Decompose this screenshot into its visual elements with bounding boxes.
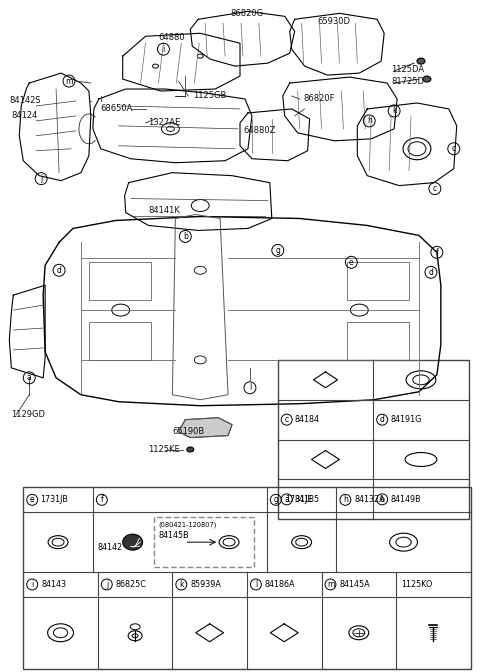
Text: 86825C: 86825C (116, 580, 146, 589)
Bar (89, 322, 151, 360)
Text: 84149B: 84149B (390, 495, 421, 504)
Text: j: j (40, 174, 42, 183)
Text: d: d (380, 415, 384, 424)
Text: h: h (343, 495, 348, 504)
Bar (348, 262, 409, 300)
Text: g: g (273, 495, 278, 504)
Text: 84132A: 84132A (354, 495, 385, 504)
Text: 84186A: 84186A (265, 580, 295, 589)
Text: f: f (435, 248, 438, 257)
Text: 65190B: 65190B (172, 427, 204, 436)
Text: (080421-120807): (080421-120807) (158, 522, 217, 528)
Text: 1125KE: 1125KE (148, 445, 180, 454)
Text: 84143: 84143 (41, 580, 66, 589)
Text: 65930D: 65930D (318, 17, 350, 26)
Text: a: a (27, 374, 32, 382)
Text: 86820F: 86820F (304, 95, 335, 103)
Text: 68650A: 68650A (101, 104, 133, 114)
Text: b: b (380, 495, 384, 504)
Text: 64880: 64880 (158, 33, 185, 42)
Text: c: c (452, 144, 456, 153)
Text: 1129GD: 1129GD (12, 410, 45, 419)
Text: 84145A: 84145A (339, 580, 370, 589)
Text: 1327AE: 1327AE (148, 118, 181, 128)
Text: g: g (276, 246, 280, 255)
Text: h: h (367, 116, 372, 126)
Text: 84185: 84185 (295, 495, 320, 504)
Bar (23, 487, 471, 669)
Text: 85939A: 85939A (190, 580, 221, 589)
Text: f: f (100, 495, 103, 504)
Text: 1125KO: 1125KO (401, 580, 432, 589)
Text: 81725D: 81725D (391, 77, 424, 85)
Bar (89, 262, 151, 300)
Ellipse shape (423, 76, 431, 82)
Text: c: c (433, 184, 437, 193)
Text: 84142: 84142 (98, 542, 123, 552)
Text: m: m (65, 77, 72, 85)
Text: 84141K: 84141K (148, 206, 180, 215)
Text: e: e (30, 495, 35, 504)
Ellipse shape (123, 534, 143, 550)
Text: e: e (349, 258, 354, 267)
Text: d: d (57, 265, 61, 275)
Text: k: k (179, 580, 183, 589)
Bar (278, 360, 468, 519)
Text: 64880Z: 64880Z (243, 126, 276, 135)
Text: c: c (285, 415, 289, 424)
Text: 84145B: 84145B (158, 531, 189, 540)
Text: a: a (284, 495, 289, 504)
Text: b: b (183, 232, 188, 241)
Text: m: m (327, 580, 334, 589)
Text: j: j (106, 580, 108, 589)
Text: 1731JE: 1731JE (285, 495, 312, 504)
Text: i: i (162, 45, 165, 54)
Text: d: d (429, 267, 433, 277)
Ellipse shape (187, 447, 194, 452)
Text: 84191G: 84191G (390, 415, 421, 424)
Bar (348, 322, 409, 360)
Text: 84184: 84184 (295, 415, 320, 424)
Text: 1731JB: 1731JB (40, 495, 68, 504)
Text: 1125DA: 1125DA (391, 65, 424, 74)
Text: i: i (31, 580, 33, 589)
Ellipse shape (417, 58, 425, 64)
Text: l: l (255, 580, 257, 589)
Text: 84142S: 84142S (9, 97, 41, 106)
Text: l: l (249, 383, 251, 392)
Text: k: k (392, 106, 396, 116)
Text: 84124: 84124 (12, 112, 38, 120)
Text: 1125GB: 1125GB (193, 91, 227, 101)
Text: 86820G: 86820G (230, 9, 263, 18)
Polygon shape (179, 418, 232, 437)
